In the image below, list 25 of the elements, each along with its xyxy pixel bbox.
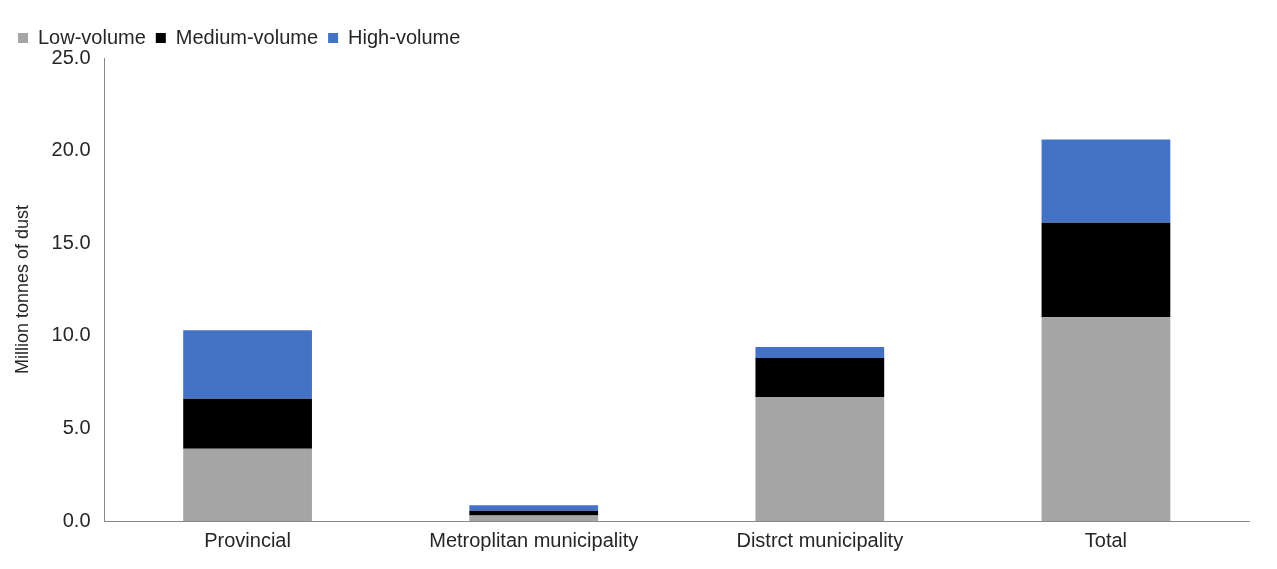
bar [183, 398, 312, 449]
bar [183, 448, 312, 521]
y-tick-label: 0.0 [62, 508, 91, 531]
bar [183, 330, 312, 399]
y-tick-label: 5.0 [62, 415, 91, 438]
y-tick-label: 25.0 [51, 45, 91, 68]
bar [1041, 317, 1171, 521]
y-tick-label: 15.0 [51, 230, 91, 253]
x-tick-label: Provincial [204, 528, 291, 551]
bar [469, 515, 599, 521]
y-tick-label: 10.0 [51, 323, 91, 346]
y-tick-label: 20.0 [51, 138, 91, 161]
bar [1041, 222, 1171, 318]
y-axis-title: Million tonnes of dust [11, 204, 32, 375]
legend-label: High-volume [348, 25, 461, 48]
x-tick-label: Total [1084, 528, 1128, 551]
bar [755, 396, 885, 521]
bar [755, 346, 885, 359]
legend-label: Low-volume [38, 25, 146, 48]
bar [1041, 139, 1171, 223]
bar [469, 505, 599, 511]
legend-label: Medium-volume [175, 25, 319, 48]
bar [755, 358, 885, 397]
x-tick-label: Distrct municipality [736, 528, 904, 551]
x-tick-label: Metroplitan municipality [429, 528, 639, 551]
